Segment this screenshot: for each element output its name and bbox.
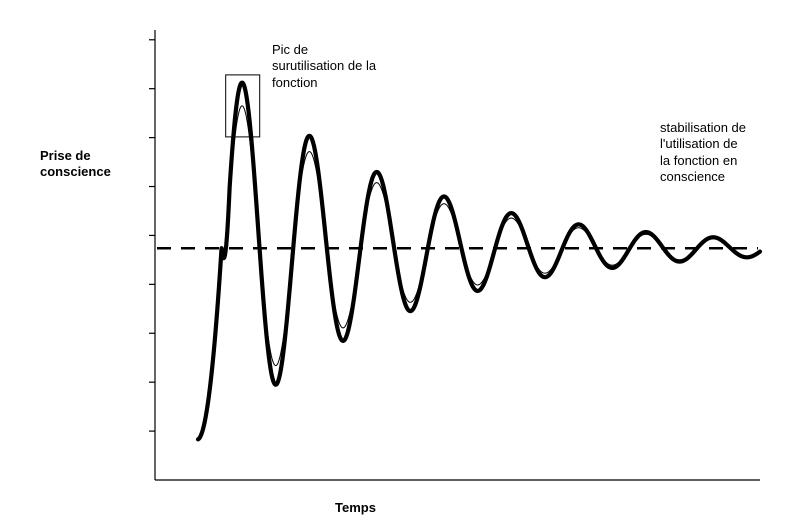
stabilization-annotation: stabilisation del'utilisation dela fonct… <box>660 120 746 185</box>
damped-oscillation-chart: Prise deconscience Temps Pic desurutilis… <box>0 0 800 532</box>
x-axis-label: Temps <box>335 500 376 515</box>
y-axis-label: Prise deconscience <box>40 148 111 181</box>
chart-svg <box>0 0 800 532</box>
peak-annotation: Pic desurutilisation de lafonction <box>272 42 376 91</box>
